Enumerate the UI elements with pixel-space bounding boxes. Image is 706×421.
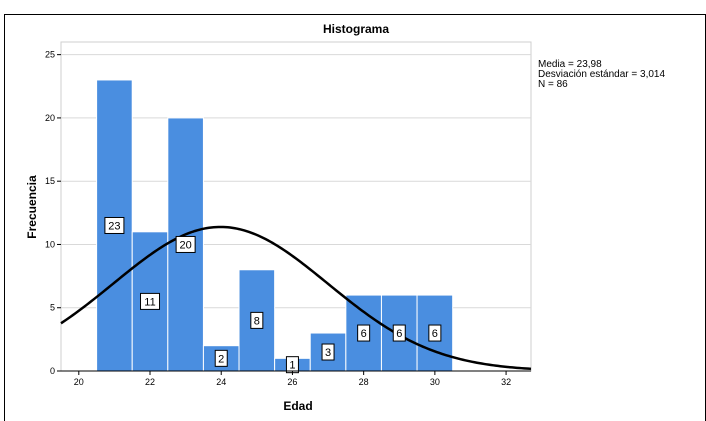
- stats-sd: Desviación estándar = 3,014: [538, 69, 665, 80]
- data-label-box: [214, 349, 228, 367]
- x-axis-label: Edad: [283, 399, 312, 413]
- data-label: 23: [108, 220, 120, 232]
- bars-group: [96, 79, 454, 372]
- data-label-box: [357, 324, 371, 342]
- data-label: 8: [254, 315, 260, 327]
- x-tick-label: 22: [145, 377, 155, 387]
- data-label-box: [321, 343, 335, 361]
- chart-title: Histograma: [323, 22, 389, 36]
- bar-labels-group: 23 11 20 2 8 1 3 6 6 6: [104, 216, 442, 374]
- y-tick-label: 0: [50, 366, 55, 376]
- data-label-box: [250, 311, 264, 329]
- x-tick-label: 24: [216, 377, 226, 387]
- x-tick-label: 20: [74, 377, 84, 387]
- normal-curve-group: [60, 225, 532, 371]
- data-label-box: [392, 324, 406, 342]
- y-tick-label: 20: [45, 113, 55, 123]
- stats-n: N = 86: [538, 79, 568, 90]
- data-label: 1: [289, 360, 295, 372]
- data-label-box: [104, 216, 125, 234]
- data-label: 20: [179, 239, 191, 251]
- y-axis-label: Frecuencia: [25, 175, 39, 239]
- data-label: 3: [325, 347, 331, 359]
- histogram-bar: [96, 79, 133, 372]
- data-label-box: [175, 235, 196, 253]
- data-label: 6: [361, 328, 367, 340]
- data-label: 6: [396, 328, 402, 340]
- data-label: 2: [218, 353, 224, 365]
- y-tick-label: 15: [45, 176, 55, 186]
- data-label: 6: [432, 328, 438, 340]
- data-label-box: [140, 292, 161, 310]
- data-label-box: [428, 324, 442, 342]
- x-tick-label: 32: [501, 377, 511, 387]
- y-tick-label: 5: [50, 303, 55, 313]
- stats-box: Media = 23,98 Desviación estándar = 3,01…: [538, 59, 665, 90]
- normal-curve: [60, 225, 532, 371]
- data-label: 11: [144, 296, 155, 308]
- x-tick-label: 26: [287, 377, 297, 387]
- y-tick-label: 25: [45, 50, 55, 60]
- x-tick-label: 28: [359, 377, 369, 387]
- x-tick-label: 30: [430, 377, 440, 387]
- stats-mean: Media = 23,98: [538, 59, 602, 70]
- y-tick-label: 10: [45, 239, 55, 249]
